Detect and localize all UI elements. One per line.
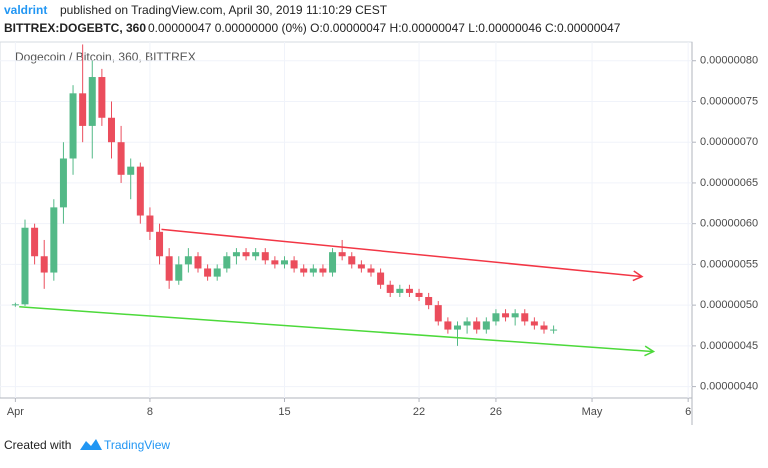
candle-body (530, 321, 538, 326)
author: valdrint (4, 3, 47, 17)
x-tick-label: 26 (490, 406, 502, 418)
x-tick-label: 22 (413, 406, 425, 418)
x-tick-label: 8 (147, 406, 153, 418)
x-tick-label: 15 (278, 406, 290, 418)
y-tick-label: 0.00000045 (700, 340, 758, 352)
candle-body (223, 256, 231, 269)
candle-body (261, 252, 269, 261)
candle-body (127, 166, 135, 175)
candle-body (136, 166, 144, 216)
candle-body (319, 268, 327, 273)
candle-body (377, 272, 385, 285)
candle-body (117, 142, 125, 175)
candle-body (271, 260, 279, 265)
x-tick-label: 6 (685, 406, 691, 418)
published: published on TradingView.com, April 30, … (60, 3, 388, 17)
brand-logo (80, 439, 102, 450)
candle-body (396, 288, 404, 293)
candle-body (492, 313, 500, 322)
candle-body (463, 321, 471, 326)
symbol: BITTREX:DOGEBTC, 360 (4, 21, 146, 35)
candle-body (213, 268, 221, 277)
candle-body (415, 292, 423, 297)
candle-body (31, 227, 39, 257)
candle-body (290, 260, 298, 269)
candle-body (357, 264, 365, 269)
y-tick-label: 0.00000065 (700, 177, 758, 189)
candle-body (502, 313, 510, 318)
candle-body (175, 264, 183, 281)
candle-body (521, 313, 529, 322)
candle-body (165, 256, 173, 281)
candle-body (386, 284, 394, 293)
candle-body (425, 296, 433, 306)
trendline-arrow (644, 345, 656, 357)
candle-body (184, 256, 192, 265)
candle-body (540, 325, 548, 330)
y-tick-label: 0.00000070 (700, 136, 758, 148)
candle-body (11, 304, 19, 306)
candle-body (329, 252, 337, 273)
y-tick-label: 0.00000080 (700, 55, 758, 67)
candle-body (232, 252, 240, 257)
trendline-arrow (632, 270, 644, 282)
candle-body (69, 93, 77, 159)
y-tick-label: 0.00000040 (700, 381, 758, 393)
footer-created: Created with (4, 438, 71, 452)
candle-body (21, 227, 29, 305)
candle-body (79, 93, 87, 126)
trendline (19, 306, 654, 353)
candle-body (107, 117, 115, 143)
candle-body (40, 256, 48, 273)
y-tick-label: 0.00000050 (700, 299, 758, 311)
y-tick-label: 0.00000075 (700, 95, 758, 107)
candle-body (88, 77, 96, 126)
ohlc: 0.00000047 0.00000000 (0%) O:0.00000047 … (148, 21, 621, 35)
candle-body (511, 313, 519, 318)
candle-body (242, 252, 250, 257)
candle-body (309, 268, 317, 273)
candle-body (367, 268, 375, 273)
y-tick-label: 0.00000060 (700, 218, 758, 230)
candle-body (434, 305, 442, 322)
footer-brand: TradingView (104, 438, 170, 452)
candle-body (405, 288, 413, 293)
candle-body (453, 325, 461, 330)
candle-body (252, 252, 260, 257)
candle-body (194, 256, 202, 269)
candle-body (348, 256, 356, 265)
chart-title: Dogecoin / Bitcoin, 360, BITTREX (15, 50, 196, 64)
candle-body (156, 231, 164, 257)
candle-body (146, 215, 154, 232)
x-tick-label: Apr (7, 406, 24, 418)
candle-body (280, 260, 288, 265)
x-tick-label: May (582, 406, 603, 418)
candle-body (59, 158, 67, 208)
candle-body (50, 207, 58, 273)
trendline (161, 228, 643, 278)
candle-body (338, 252, 346, 257)
candle-body (550, 329, 558, 331)
candle-body (300, 268, 308, 273)
candle-body (98, 77, 106, 118)
candle-body (473, 321, 481, 330)
candle-body (444, 321, 452, 330)
candle-body (204, 268, 212, 277)
candle-body (482, 321, 490, 330)
y-tick-label: 0.00000055 (700, 258, 758, 270)
